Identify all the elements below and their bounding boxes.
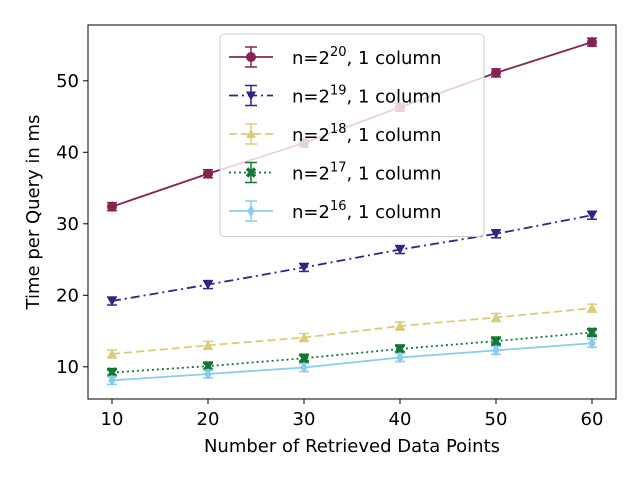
series-line (111, 331, 593, 374)
data-point (588, 337, 596, 350)
data-point (298, 353, 310, 364)
legend-entry: n=217, 1 column (229, 161, 441, 185)
data-point (203, 340, 213, 350)
y-tick-label: 20 (56, 285, 79, 306)
legend-marker (246, 129, 256, 138)
legend-entry: n=216, 1 column (229, 199, 441, 223)
data-point (491, 67, 501, 78)
data-point (492, 344, 500, 357)
data-point (491, 229, 501, 239)
series-line (111, 214, 593, 302)
legend-marker (246, 91, 256, 101)
x-tick-label: 20 (197, 409, 220, 430)
data-point (491, 312, 501, 322)
data-point (107, 297, 117, 307)
data-point (395, 321, 405, 331)
data-point (106, 367, 118, 378)
y-axis: 10 20 30 40 50 (56, 71, 88, 378)
series-3 (107, 303, 597, 359)
data-point (586, 327, 598, 338)
legend-marker (247, 205, 255, 217)
legend-marker (246, 52, 256, 62)
data-point (204, 367, 212, 380)
data-point (490, 335, 502, 347)
legend-entry: n=220, 1 column (229, 45, 441, 69)
legend-label: n=217, 1 column (292, 161, 441, 185)
y-axis-label: Time per Query in ms (23, 115, 44, 311)
legend: n=220, 1 column n=219, 1 column n=218, 1 c… (219, 33, 485, 237)
data-point (587, 37, 597, 48)
series-layer (106, 37, 598, 387)
series-5 (107, 337, 597, 387)
legend-entry: n=218, 1 column (229, 122, 441, 146)
data-point (107, 348, 117, 358)
data-point (202, 360, 214, 372)
data-point (299, 332, 309, 342)
data-point (107, 201, 117, 212)
data-point (395, 245, 405, 255)
x-tick-label: 60 (581, 409, 604, 430)
data-point (203, 168, 213, 179)
y-tick-label: 40 (56, 142, 79, 163)
series-2 (107, 210, 597, 307)
data-point (587, 211, 597, 221)
legend-label: n=220, 1 column (292, 45, 441, 69)
data-point (587, 303, 597, 313)
x-tick-label: 30 (293, 409, 316, 430)
y-tick-label: 30 (56, 214, 79, 235)
legend-label: n=216, 1 column (292, 199, 441, 223)
series-line (111, 342, 593, 382)
y-tick-label: 50 (56, 71, 79, 92)
data-point (108, 374, 116, 387)
data-point (300, 361, 308, 374)
legend-entry: n=219, 1 column (229, 84, 441, 108)
legend-marker (245, 167, 257, 178)
data-point (203, 280, 213, 290)
legend-label: n=219, 1 column (292, 84, 441, 108)
series-line (111, 307, 593, 355)
plot-frame (87, 24, 617, 400)
x-axis-label: Number of Retrieved Data Points (204, 436, 500, 457)
data-point (299, 263, 309, 273)
data-point (396, 351, 404, 364)
data-point (394, 343, 406, 355)
x-tick-label: 40 (389, 409, 412, 430)
x-tick-label: 50 (485, 409, 508, 430)
y-tick-label: 10 (56, 357, 79, 378)
x-axis: 10 20 30 40 50 60 (101, 399, 604, 430)
x-tick-label: 10 (101, 409, 124, 430)
legend-label: n=218, 1 column (292, 122, 441, 146)
legend-box (219, 33, 485, 237)
